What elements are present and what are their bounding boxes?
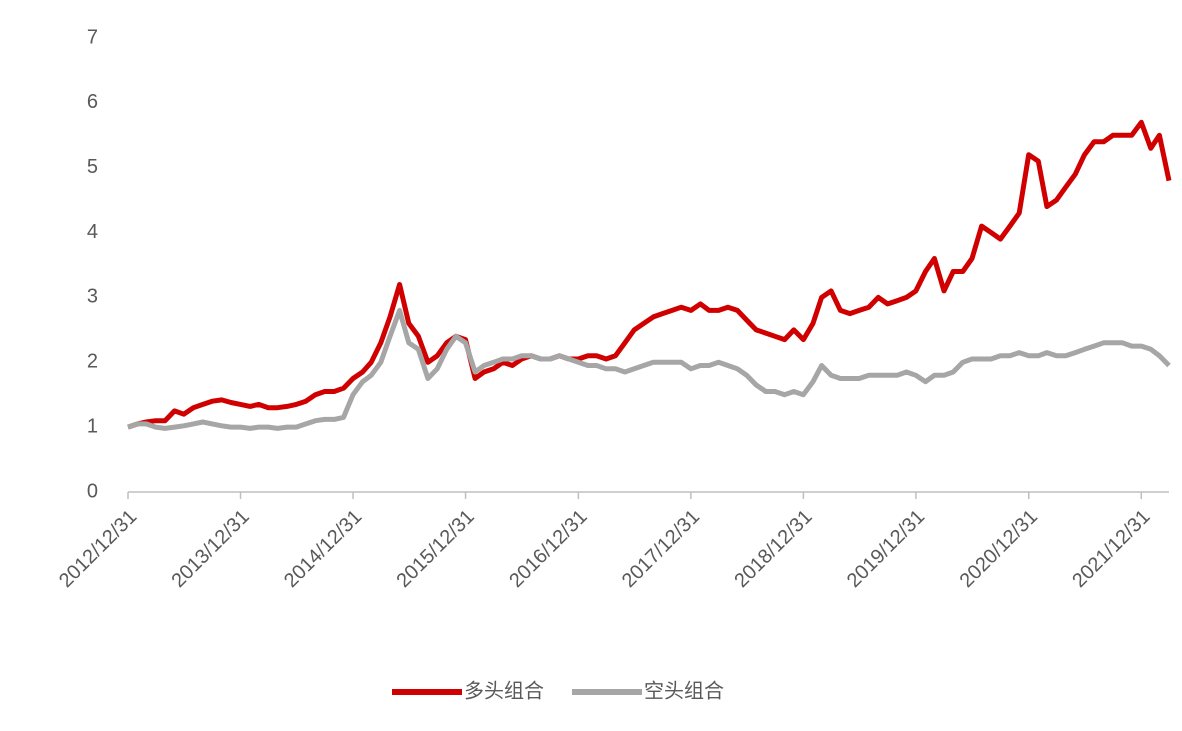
- y-tick-label: 2: [87, 351, 98, 373]
- y-tick-label: 6: [87, 91, 98, 113]
- y-tick-label: 4: [87, 221, 98, 243]
- x-tick-label: 2016/12/31: [505, 506, 591, 592]
- y-tick-label: 3: [87, 286, 98, 308]
- x-tick-label: 2012/12/31: [55, 506, 141, 592]
- y-tick-label: 7: [87, 26, 98, 48]
- x-tick-label: 2018/12/31: [730, 506, 816, 592]
- legend-label: 多头组合: [464, 679, 544, 702]
- y-tick-label: 0: [87, 480, 98, 502]
- legend-label: 空头组合: [644, 679, 724, 702]
- x-tick-label: 2014/12/31: [280, 506, 366, 592]
- series-line: [127, 307, 1171, 431]
- x-tick-label: 2021/12/31: [1068, 506, 1154, 592]
- x-tick-label: 2017/12/31: [618, 506, 704, 592]
- x-tick-label: 2019/12/31: [843, 506, 929, 592]
- x-tick-label: 2015/12/31: [392, 506, 478, 592]
- y-tick-label: 5: [87, 156, 98, 178]
- x-tick-label: 2013/12/31: [167, 506, 253, 592]
- x-tick-label: 2020/12/31: [956, 506, 1042, 592]
- y-tick-label: 1: [87, 415, 98, 437]
- series-line: [127, 119, 1172, 430]
